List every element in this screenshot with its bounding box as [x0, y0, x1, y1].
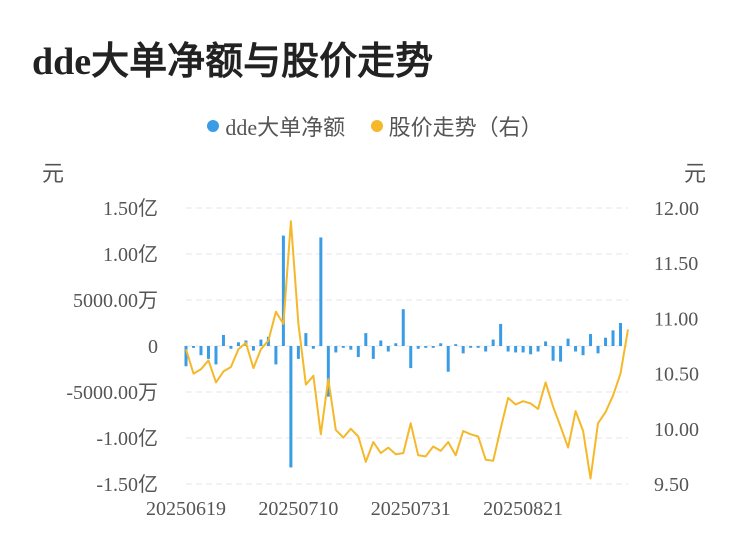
chart-title: dde大单净额与股价走势 [32, 41, 434, 83]
dde-bar [581, 346, 585, 356]
dde-bar [236, 342, 240, 346]
dde-bar [379, 340, 383, 346]
dde-bar [221, 334, 225, 346]
dde-bar [484, 346, 488, 352]
left-axis-tick-label: 5000.00万 [73, 290, 158, 312]
dde-bar [349, 346, 353, 350]
legend-label-dde: dde大单净额 [225, 115, 346, 140]
dde-bar [296, 346, 300, 359]
dde-bar [311, 346, 315, 349]
dde-bar [386, 346, 390, 352]
legend-item-price[interactable]: 股价走势（右） [370, 110, 543, 142]
dde-bar [551, 346, 555, 361]
legend-dot-dde-icon [207, 120, 220, 132]
dde-bar [199, 346, 203, 356]
dde-bar [491, 339, 495, 346]
dde-bar [619, 323, 623, 346]
x-axis-tick-label: 20250710 [258, 498, 338, 520]
dde-bar [416, 346, 420, 349]
x-axis-tick-label: 20250619 [146, 498, 226, 520]
dde-bar [596, 346, 600, 354]
left-axis-tick-label: 0 [148, 336, 158, 358]
left-axis-tick-label: -5000.00万 [66, 382, 158, 404]
price-line [185, 220, 629, 480]
right-axis-tick-label: 11.00 [654, 308, 698, 330]
left-axis-tick-label: 1.50亿 [103, 197, 158, 220]
dde-bar [476, 346, 480, 348]
dde-bar [259, 339, 263, 346]
dde-bar [304, 333, 308, 346]
right-axis-tick-label: 11.50 [654, 253, 698, 275]
dde-bar [544, 341, 548, 346]
dde-bar [499, 323, 503, 346]
dde-bar [229, 346, 233, 349]
dde-bar [251, 346, 255, 351]
dde-bar [514, 346, 518, 353]
dde-bar [559, 346, 563, 362]
dde-bar [214, 346, 218, 365]
dde-bar [431, 346, 435, 348]
dde-bar [589, 334, 593, 346]
dde-bar [454, 344, 458, 346]
left-axis-tick-label: -1.00亿 [96, 427, 158, 450]
dde-bar [334, 346, 338, 353]
legend-label-price: 股价走势（右） [388, 115, 543, 140]
dde-bar [529, 346, 533, 355]
legend-dot-price-icon [370, 120, 383, 132]
chart-legend: dde大单净额 股价走势（右） [0, 110, 750, 142]
dde-bar [326, 346, 330, 397]
dde-bar [409, 346, 413, 369]
dde-bar [439, 343, 443, 346]
dde-bar [401, 309, 405, 346]
left-axis-tick-label: -1.50亿 [96, 473, 158, 496]
dde-bar [446, 346, 450, 372]
dde-bar [191, 346, 195, 348]
dde-bar [536, 346, 540, 352]
dde-bar [341, 346, 345, 348]
right-axis-tick-label: 10.50 [654, 364, 699, 386]
dde-bar [611, 330, 615, 346]
right-axis-unit: 元 [684, 161, 707, 186]
legend-item-dde[interactable]: dde大单净额 [207, 110, 345, 142]
dde-bar [364, 333, 368, 346]
dde-bar [574, 346, 578, 352]
dde-bar [289, 346, 293, 468]
dde-bar [521, 346, 525, 353]
left-axis-unit: 元 [42, 161, 65, 186]
dde-bar [371, 346, 375, 359]
dde-bar [566, 338, 570, 346]
x-axis-tick-label: 20250731 [371, 498, 451, 520]
right-axis-tick-label: 10.00 [654, 419, 699, 441]
right-axis-tick-label: 9.50 [654, 474, 689, 496]
dde-bar [206, 346, 210, 359]
dde-bar [274, 346, 278, 365]
dde-bar [394, 343, 398, 346]
dde-bar [281, 235, 285, 346]
dde-bar [604, 337, 608, 346]
dde-bar [424, 346, 428, 348]
dde-bar [461, 346, 465, 354]
dde-bar [184, 346, 188, 367]
dde-bar [356, 346, 360, 358]
dde-bar [506, 346, 510, 352]
right-axis-tick-label: 12.00 [654, 198, 699, 220]
x-axis-tick-label: 20250821 [483, 498, 563, 520]
dde-bar [469, 346, 473, 348]
left-axis-tick-label: 1.00亿 [103, 243, 158, 266]
dde-bar [319, 237, 323, 346]
